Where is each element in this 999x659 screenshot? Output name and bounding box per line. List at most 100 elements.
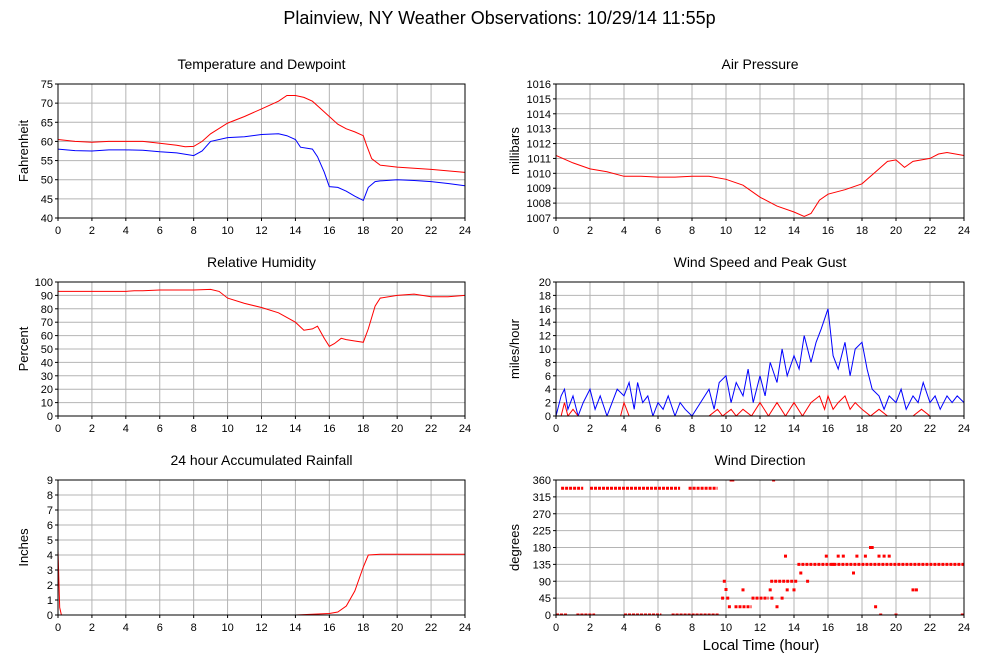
y-tick-label: 1015 bbox=[527, 94, 551, 106]
y-tick-label: 315 bbox=[533, 492, 551, 504]
direction-point bbox=[785, 588, 789, 592]
x-tick-label: 12 bbox=[754, 225, 766, 237]
y-tick-label: 1 bbox=[47, 595, 53, 607]
x-tick-label: 8 bbox=[689, 423, 695, 435]
y-tick-label: 1014 bbox=[527, 109, 551, 121]
x-tick-label: 8 bbox=[191, 622, 197, 634]
y-tick-label: 270 bbox=[533, 509, 551, 521]
y-tick-label: 1010 bbox=[527, 168, 551, 180]
x-tick-label: 14 bbox=[788, 225, 800, 237]
x-tick-label: 22 bbox=[425, 622, 437, 634]
chart-title: Wind Speed and Peak Gust bbox=[674, 254, 847, 270]
chart-title: Wind Direction bbox=[714, 452, 805, 468]
y-tick-label: 6 bbox=[47, 520, 53, 532]
x-tick-label: 12 bbox=[754, 622, 766, 634]
y-axis-label: Percent bbox=[16, 326, 31, 371]
x-tick-label: 4 bbox=[621, 423, 627, 435]
y-axis-label: Inches bbox=[16, 528, 31, 567]
direction-point bbox=[729, 480, 733, 482]
x-tick-label: 10 bbox=[221, 225, 233, 237]
x-tick-label: 24 bbox=[459, 622, 471, 634]
plot-area bbox=[58, 288, 465, 347]
x-tick-label: 10 bbox=[720, 423, 732, 435]
x-tick-label: 10 bbox=[221, 423, 233, 435]
y-tick-label: 0 bbox=[545, 411, 551, 423]
plot-area bbox=[58, 95, 465, 202]
y-tick-label: 360 bbox=[533, 475, 551, 487]
y-tick-label: 14 bbox=[539, 317, 551, 329]
x-tick-label: 6 bbox=[655, 423, 661, 435]
plot-area bbox=[58, 550, 465, 615]
series-line-red bbox=[58, 550, 465, 615]
x-tick-label: 24 bbox=[459, 225, 471, 237]
direction-point bbox=[731, 480, 735, 482]
y-tick-label: 4 bbox=[545, 384, 551, 396]
x-tick-label: 4 bbox=[621, 225, 627, 237]
x-tick-label: 14 bbox=[788, 622, 800, 634]
direction-point bbox=[836, 554, 840, 558]
direction-point bbox=[882, 554, 886, 558]
y-tick-label: 40 bbox=[41, 213, 53, 225]
x-tick-label: 16 bbox=[323, 225, 335, 237]
y-tick-label: 225 bbox=[533, 526, 551, 538]
x-tick-label: 0 bbox=[553, 225, 559, 237]
direction-point bbox=[869, 546, 872, 549]
x-tick-label: 10 bbox=[720, 622, 732, 634]
direction-point bbox=[852, 571, 855, 575]
y-tick-label: 16 bbox=[539, 304, 551, 316]
y-tick-label: 45 bbox=[41, 194, 53, 206]
series-line-red bbox=[556, 151, 964, 218]
direction-point bbox=[855, 554, 859, 558]
x-tick-label: 6 bbox=[157, 423, 163, 435]
y-axis-label: degrees bbox=[507, 524, 522, 571]
chart-title: 24 hour Accumulated Rainfall bbox=[170, 452, 352, 468]
y-tick-label: 180 bbox=[533, 543, 551, 555]
x-tick-label: 20 bbox=[391, 225, 403, 237]
x-tick-label: 4 bbox=[123, 225, 129, 237]
x-tick-label: 22 bbox=[924, 225, 936, 237]
x-tick-label: 18 bbox=[856, 622, 868, 634]
y-tick-label: 1008 bbox=[527, 198, 551, 210]
y-tick-label: 70 bbox=[41, 98, 53, 110]
x-tick-label: 16 bbox=[822, 225, 834, 237]
y-tick-label: 20 bbox=[41, 384, 53, 396]
x-tick-label: 12 bbox=[255, 622, 267, 634]
y-tick-label: 40 bbox=[41, 357, 53, 369]
x-tick-label: 18 bbox=[357, 622, 369, 634]
y-tick-label: 0 bbox=[47, 411, 53, 423]
y-tick-label: 75 bbox=[41, 79, 53, 91]
series-line-red bbox=[58, 95, 465, 173]
y-tick-label: 80 bbox=[41, 304, 53, 316]
y-axis-label: Fahrenheit bbox=[16, 120, 31, 183]
y-tick-label: 20 bbox=[539, 277, 551, 289]
x-tick-label: 6 bbox=[157, 622, 163, 634]
x-tick-label: 0 bbox=[55, 423, 61, 435]
direction-point bbox=[870, 546, 874, 549]
y-tick-label: 3 bbox=[47, 565, 53, 577]
y-tick-label: 60 bbox=[41, 136, 53, 148]
x-tick-label: 2 bbox=[587, 423, 593, 435]
x-tick-label: 2 bbox=[587, 622, 593, 634]
x-tick-label: 18 bbox=[856, 225, 868, 237]
x-tick-label: 8 bbox=[689, 225, 695, 237]
page-title: Plainview, NY Weather Observations: 10/2… bbox=[283, 8, 716, 28]
chart-title: Air Pressure bbox=[721, 56, 798, 72]
direction-point bbox=[960, 613, 964, 615]
y-tick-label: 60 bbox=[41, 331, 53, 343]
direction-point bbox=[726, 596, 730, 600]
y-tick-label: 10 bbox=[41, 398, 53, 410]
x-tick-label: 6 bbox=[655, 225, 661, 237]
y-tick-label: 9 bbox=[47, 475, 53, 487]
x-tick-label: 24 bbox=[958, 225, 970, 237]
direction-point bbox=[831, 562, 835, 566]
direction-point bbox=[727, 605, 731, 609]
direction-point bbox=[770, 596, 774, 600]
x-tick-label: 2 bbox=[89, 622, 95, 634]
y-tick-label: 12 bbox=[539, 331, 551, 343]
x-tick-label: 24 bbox=[958, 622, 970, 634]
x-tick-label: 2 bbox=[89, 423, 95, 435]
y-tick-label: 1011 bbox=[527, 153, 551, 165]
